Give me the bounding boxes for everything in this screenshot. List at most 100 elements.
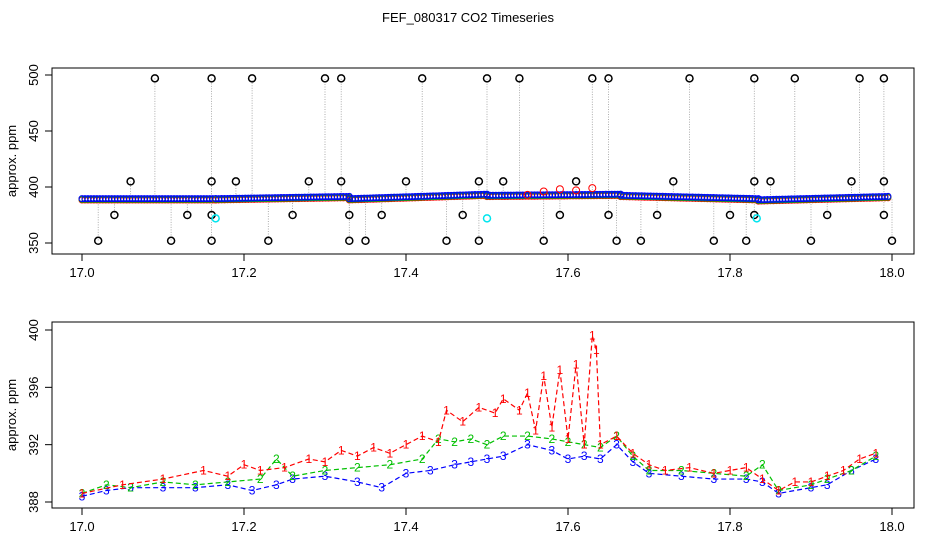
x-tick-label: 17.6 bbox=[555, 265, 580, 280]
series-point-label-3: 3 bbox=[548, 443, 555, 457]
series-point-label-1: 1 bbox=[224, 469, 231, 483]
spike-point bbox=[879, 177, 889, 186]
series-line-1 bbox=[81, 335, 877, 494]
series-point-label-3: 3 bbox=[378, 481, 385, 495]
spike-point bbox=[741, 236, 751, 246]
spike-point bbox=[847, 177, 856, 186]
series-point-label-3: 3 bbox=[743, 472, 750, 486]
series-point-label-3: 3 bbox=[872, 452, 879, 466]
series-point-label-3: 3 bbox=[565, 452, 572, 466]
top-ylabel: approx. ppm bbox=[4, 125, 19, 197]
series-point-label-3: 3 bbox=[581, 449, 588, 463]
series-point-label-3: 3 bbox=[678, 469, 685, 483]
series-point-label-1: 1 bbox=[791, 475, 798, 489]
top-axis-ticks: 17.0 17.2 17.4 17.6 17.8 18.0 350 400 450 500 bbox=[26, 64, 905, 280]
series-point-label-2: 2 bbox=[451, 435, 458, 449]
y-tick-label: 500 bbox=[26, 64, 41, 86]
series-line-3 bbox=[81, 443, 877, 497]
spike-point bbox=[336, 74, 346, 83]
series-point-label-1: 1 bbox=[241, 458, 248, 472]
series-point-label-1: 1 bbox=[856, 452, 863, 466]
series-point-label-2: 2 bbox=[354, 461, 361, 475]
series-point-label-2: 2 bbox=[597, 441, 604, 455]
series-point-label-3: 3 bbox=[808, 481, 815, 495]
y-tick-label: 450 bbox=[26, 120, 41, 142]
series-point-label-1: 1 bbox=[759, 472, 766, 486]
series-point-label-2: 2 bbox=[273, 452, 280, 466]
spike-point bbox=[417, 74, 427, 83]
series-point-label-2: 2 bbox=[322, 463, 329, 477]
top-data-marks bbox=[78, 74, 897, 246]
series-point-label-3: 3 bbox=[484, 452, 491, 466]
series-point-label-1: 1 bbox=[710, 466, 717, 480]
x-tick-label: 17.0 bbox=[69, 265, 94, 280]
spike-point bbox=[474, 177, 484, 186]
chart-title: FEF_080317 CO2 Timeseries bbox=[382, 10, 554, 25]
spike-point bbox=[336, 177, 346, 186]
spike-point bbox=[288, 210, 297, 220]
series-point-label-3: 3 bbox=[597, 452, 604, 466]
bottom-panel: approx. ppm 17.0 17.2 17.4 17.6 17.8 18.0 388 3… bbox=[4, 319, 915, 534]
y-tick-label: 396 bbox=[26, 376, 41, 398]
spike-point bbox=[482, 74, 492, 83]
series-point-label-3: 3 bbox=[354, 475, 361, 489]
series-point-label-1: 1 bbox=[824, 469, 831, 483]
series-point-label-1: 1 bbox=[597, 438, 604, 452]
series-point-label-2: 2 bbox=[848, 463, 855, 477]
red-bump-point bbox=[572, 186, 581, 195]
series-point-label-3: 3 bbox=[646, 466, 653, 480]
y-tick-label: 350 bbox=[26, 232, 41, 254]
spike-point bbox=[264, 236, 273, 246]
spike-point bbox=[555, 210, 565, 220]
spike-point bbox=[855, 74, 864, 83]
spike-point bbox=[166, 236, 176, 246]
top-plot-frame bbox=[51, 67, 915, 255]
spike-point bbox=[515, 74, 524, 83]
series-point-label-2: 2 bbox=[872, 449, 879, 463]
series-point-label-1: 1 bbox=[686, 461, 693, 475]
spike-point bbox=[652, 210, 662, 220]
series-point-label-1: 1 bbox=[573, 357, 580, 371]
series-point-label-2: 2 bbox=[743, 469, 750, 483]
spike-point bbox=[887, 236, 897, 246]
series-point-label-3: 3 bbox=[467, 455, 474, 469]
x-tick-label: 17.2 bbox=[231, 265, 256, 280]
series-point-label-3: 3 bbox=[273, 478, 280, 492]
spike-point bbox=[612, 236, 621, 246]
series-point-label-1: 1 bbox=[565, 432, 572, 446]
series-point-label-1: 1 bbox=[338, 443, 345, 457]
x-tick-label: 17.4 bbox=[393, 519, 418, 534]
y-tick-label: 400 bbox=[26, 176, 41, 198]
spike-point bbox=[604, 74, 613, 83]
series-point-label-3: 3 bbox=[451, 458, 458, 472]
series-point-label-2: 2 bbox=[775, 484, 782, 498]
series-point-label-2: 2 bbox=[386, 458, 393, 472]
y-tick-label: 392 bbox=[26, 434, 41, 456]
series-point-label-2: 2 bbox=[548, 432, 555, 446]
spike-point bbox=[498, 177, 508, 186]
series-point-label-2: 2 bbox=[160, 475, 167, 489]
series-point-label-2: 2 bbox=[257, 472, 264, 486]
series-point-label-2: 2 bbox=[103, 478, 110, 492]
series-point-label-1: 1 bbox=[354, 449, 361, 463]
series-point-label-1: 1 bbox=[727, 463, 734, 477]
y-tick-label: 388 bbox=[26, 491, 41, 513]
baseline-point-blue bbox=[884, 192, 892, 200]
red-bump-point bbox=[539, 187, 548, 196]
series-point-label-1: 1 bbox=[548, 420, 555, 434]
series-point-label-2: 2 bbox=[419, 452, 426, 466]
series-line-2 bbox=[81, 435, 877, 494]
series-point-label-3: 3 bbox=[427, 463, 434, 477]
series-point-label-1: 1 bbox=[281, 461, 288, 475]
series-point-label-1: 1 bbox=[386, 446, 393, 460]
series-point-label-2: 2 bbox=[192, 478, 199, 492]
spike-point bbox=[207, 74, 216, 83]
series-point-label-1: 1 bbox=[322, 455, 329, 469]
spike-point bbox=[879, 210, 889, 220]
series-point-label-3: 3 bbox=[759, 475, 766, 489]
series-point-label-1: 1 bbox=[435, 435, 442, 449]
spike-point bbox=[207, 236, 216, 246]
series-point-label-3: 3 bbox=[710, 472, 717, 486]
